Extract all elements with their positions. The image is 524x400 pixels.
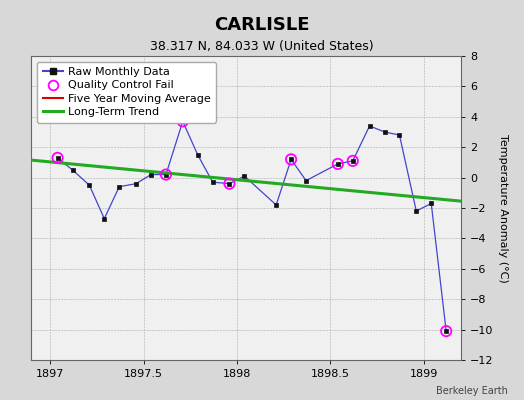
Legend: Raw Monthly Data, Quality Control Fail, Five Year Moving Average, Long-Term Tren: Raw Monthly Data, Quality Control Fail, …	[37, 62, 216, 123]
Point	[225, 180, 234, 187]
Point	[287, 156, 296, 162]
Point	[53, 155, 62, 161]
Y-axis label: Temperature Anomaly (°C): Temperature Anomaly (°C)	[497, 134, 508, 282]
Point	[162, 171, 170, 178]
Text: Berkeley Earth: Berkeley Earth	[436, 386, 508, 396]
Text: CARLISLE: CARLISLE	[214, 16, 310, 34]
Point	[179, 118, 187, 124]
Text: 38.317 N, 84.033 W (United States): 38.317 N, 84.033 W (United States)	[150, 40, 374, 53]
Point	[334, 161, 342, 167]
Point	[348, 158, 357, 164]
Point	[442, 328, 450, 334]
